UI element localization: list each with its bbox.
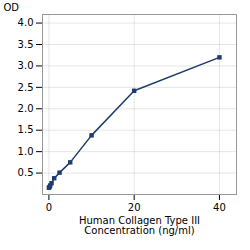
svg-text:2.0: 2.0 [18, 103, 34, 114]
svg-text:3.5: 3.5 [18, 39, 34, 50]
svg-text:0.5: 0.5 [18, 167, 34, 178]
svg-text:40: 40 [213, 202, 226, 213]
svg-text:1.0: 1.0 [18, 146, 34, 157]
svg-text:20: 20 [128, 202, 141, 213]
svg-text:1.5: 1.5 [18, 124, 34, 135]
svg-text:OD: OD [4, 2, 20, 13]
svg-text:3.0: 3.0 [18, 60, 34, 71]
svg-text:Human Collagen Type IIIConcent: Human Collagen Type IIIConcentration (ng… [79, 215, 200, 236]
svg-text:4.0: 4.0 [18, 17, 34, 28]
svg-text:0: 0 [46, 202, 52, 213]
svg-text:2.5: 2.5 [18, 82, 34, 93]
